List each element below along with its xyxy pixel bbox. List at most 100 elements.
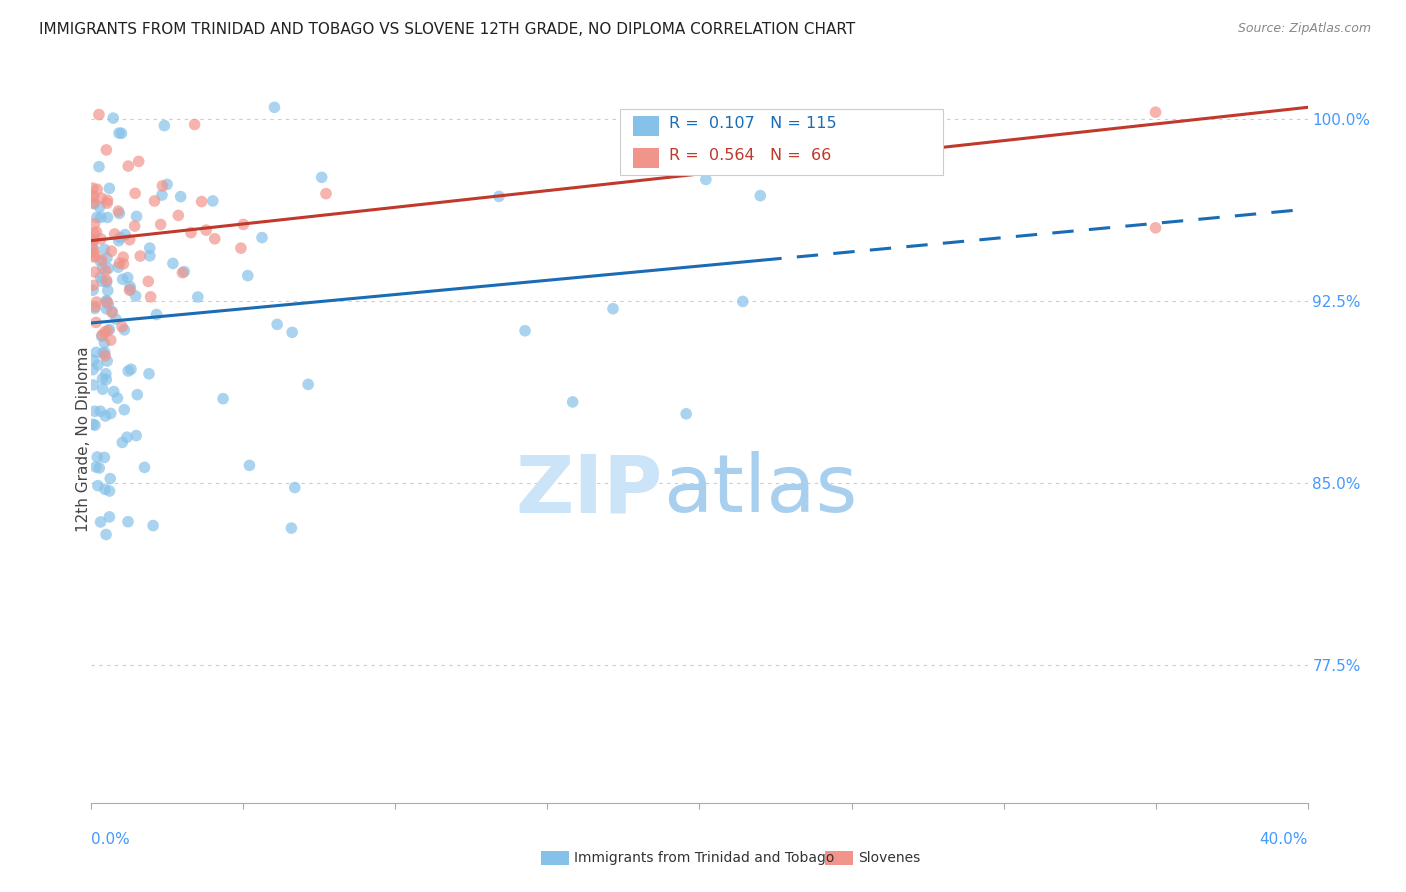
Point bbox=[90, 329, 112, 343]
Point bbox=[156, 178, 179, 192]
Point bbox=[212, 392, 235, 406]
Point bbox=[169, 189, 191, 203]
Point bbox=[100, 333, 122, 347]
Point bbox=[83, 265, 105, 279]
Point bbox=[86, 211, 108, 225]
Point bbox=[127, 387, 149, 401]
Point bbox=[104, 227, 127, 241]
Point bbox=[118, 233, 141, 247]
Point bbox=[138, 241, 160, 255]
Point bbox=[82, 240, 104, 254]
Point bbox=[229, 241, 252, 255]
Point bbox=[86, 225, 108, 239]
Point bbox=[150, 178, 173, 193]
Point bbox=[84, 345, 107, 359]
Point bbox=[97, 284, 120, 298]
Point bbox=[96, 251, 118, 265]
Point bbox=[83, 195, 105, 210]
Point bbox=[142, 518, 165, 533]
Point bbox=[86, 450, 108, 464]
Point bbox=[112, 323, 135, 337]
Point bbox=[97, 324, 120, 338]
Point bbox=[180, 226, 202, 240]
Point bbox=[153, 119, 176, 133]
Point bbox=[125, 210, 148, 224]
Point bbox=[96, 275, 118, 289]
Point bbox=[98, 509, 121, 524]
Point bbox=[101, 304, 124, 318]
Point bbox=[173, 264, 195, 278]
Point bbox=[236, 268, 259, 283]
Point bbox=[83, 217, 105, 231]
Point bbox=[83, 404, 105, 418]
Point bbox=[96, 196, 118, 211]
Point bbox=[91, 260, 114, 275]
Point bbox=[82, 181, 104, 195]
Point bbox=[82, 250, 104, 264]
Point bbox=[91, 372, 114, 386]
Point bbox=[83, 232, 105, 246]
Point bbox=[97, 297, 120, 311]
Point bbox=[134, 460, 156, 475]
Point bbox=[89, 254, 111, 268]
Point bbox=[238, 458, 260, 473]
Point bbox=[82, 417, 104, 432]
Point bbox=[107, 204, 129, 219]
Point bbox=[115, 430, 138, 444]
Point bbox=[731, 294, 754, 309]
Point bbox=[129, 249, 152, 263]
Point bbox=[91, 382, 114, 396]
Point bbox=[94, 482, 117, 496]
Text: R =  0.107   N = 115: R = 0.107 N = 115 bbox=[669, 116, 837, 131]
Point bbox=[82, 353, 104, 368]
Point bbox=[297, 377, 319, 392]
Point bbox=[187, 290, 209, 304]
Point bbox=[93, 450, 115, 465]
Point bbox=[138, 367, 160, 381]
Point bbox=[675, 407, 697, 421]
Point bbox=[110, 230, 132, 244]
Point bbox=[281, 326, 304, 340]
Point bbox=[114, 227, 136, 242]
Point bbox=[108, 126, 131, 140]
Point bbox=[139, 290, 162, 304]
Point bbox=[96, 372, 118, 386]
Point bbox=[120, 362, 142, 376]
Text: 0.0%: 0.0% bbox=[91, 832, 131, 847]
Point bbox=[82, 278, 104, 293]
Text: Source: ZipAtlas.com: Source: ZipAtlas.com bbox=[1237, 22, 1371, 36]
Point bbox=[98, 322, 121, 336]
Point bbox=[749, 188, 772, 202]
Point bbox=[94, 527, 117, 541]
Point bbox=[90, 211, 112, 225]
Point bbox=[82, 189, 104, 203]
Point bbox=[139, 249, 162, 263]
Point bbox=[98, 181, 121, 195]
Text: ZIP: ZIP bbox=[516, 451, 664, 529]
Point bbox=[84, 460, 107, 475]
Point bbox=[82, 242, 104, 256]
Point bbox=[96, 143, 118, 157]
Point bbox=[117, 159, 139, 173]
Point bbox=[488, 189, 510, 203]
Point bbox=[91, 346, 114, 360]
Point bbox=[86, 295, 108, 310]
Point bbox=[124, 289, 146, 303]
Point bbox=[266, 318, 288, 332]
Point bbox=[82, 378, 104, 392]
Point bbox=[311, 170, 333, 185]
Point bbox=[190, 194, 212, 209]
Point bbox=[93, 335, 115, 350]
Point bbox=[89, 461, 111, 475]
Point bbox=[103, 384, 125, 399]
Point bbox=[117, 270, 139, 285]
Point bbox=[94, 294, 117, 309]
FancyBboxPatch shape bbox=[620, 109, 942, 176]
Point bbox=[97, 211, 120, 225]
Point bbox=[124, 186, 146, 201]
Point bbox=[94, 263, 117, 277]
Point bbox=[107, 391, 129, 405]
Point bbox=[263, 100, 285, 114]
Point bbox=[124, 219, 146, 233]
Point bbox=[86, 182, 108, 196]
